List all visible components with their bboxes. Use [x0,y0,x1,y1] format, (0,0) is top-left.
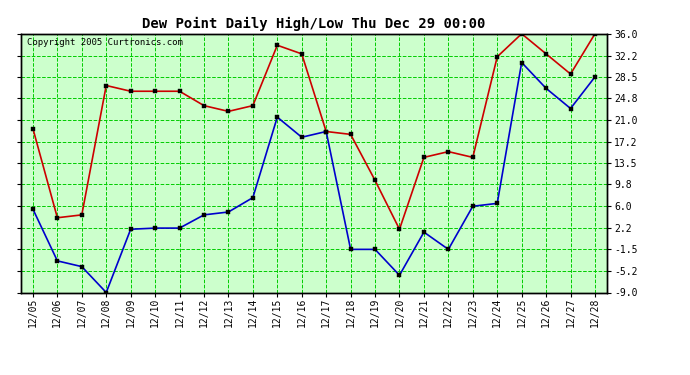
Text: Copyright 2005 Curtronics.com: Copyright 2005 Curtronics.com [26,38,182,46]
Title: Dew Point Daily High/Low Thu Dec 29 00:00: Dew Point Daily High/Low Thu Dec 29 00:0… [142,17,486,31]
